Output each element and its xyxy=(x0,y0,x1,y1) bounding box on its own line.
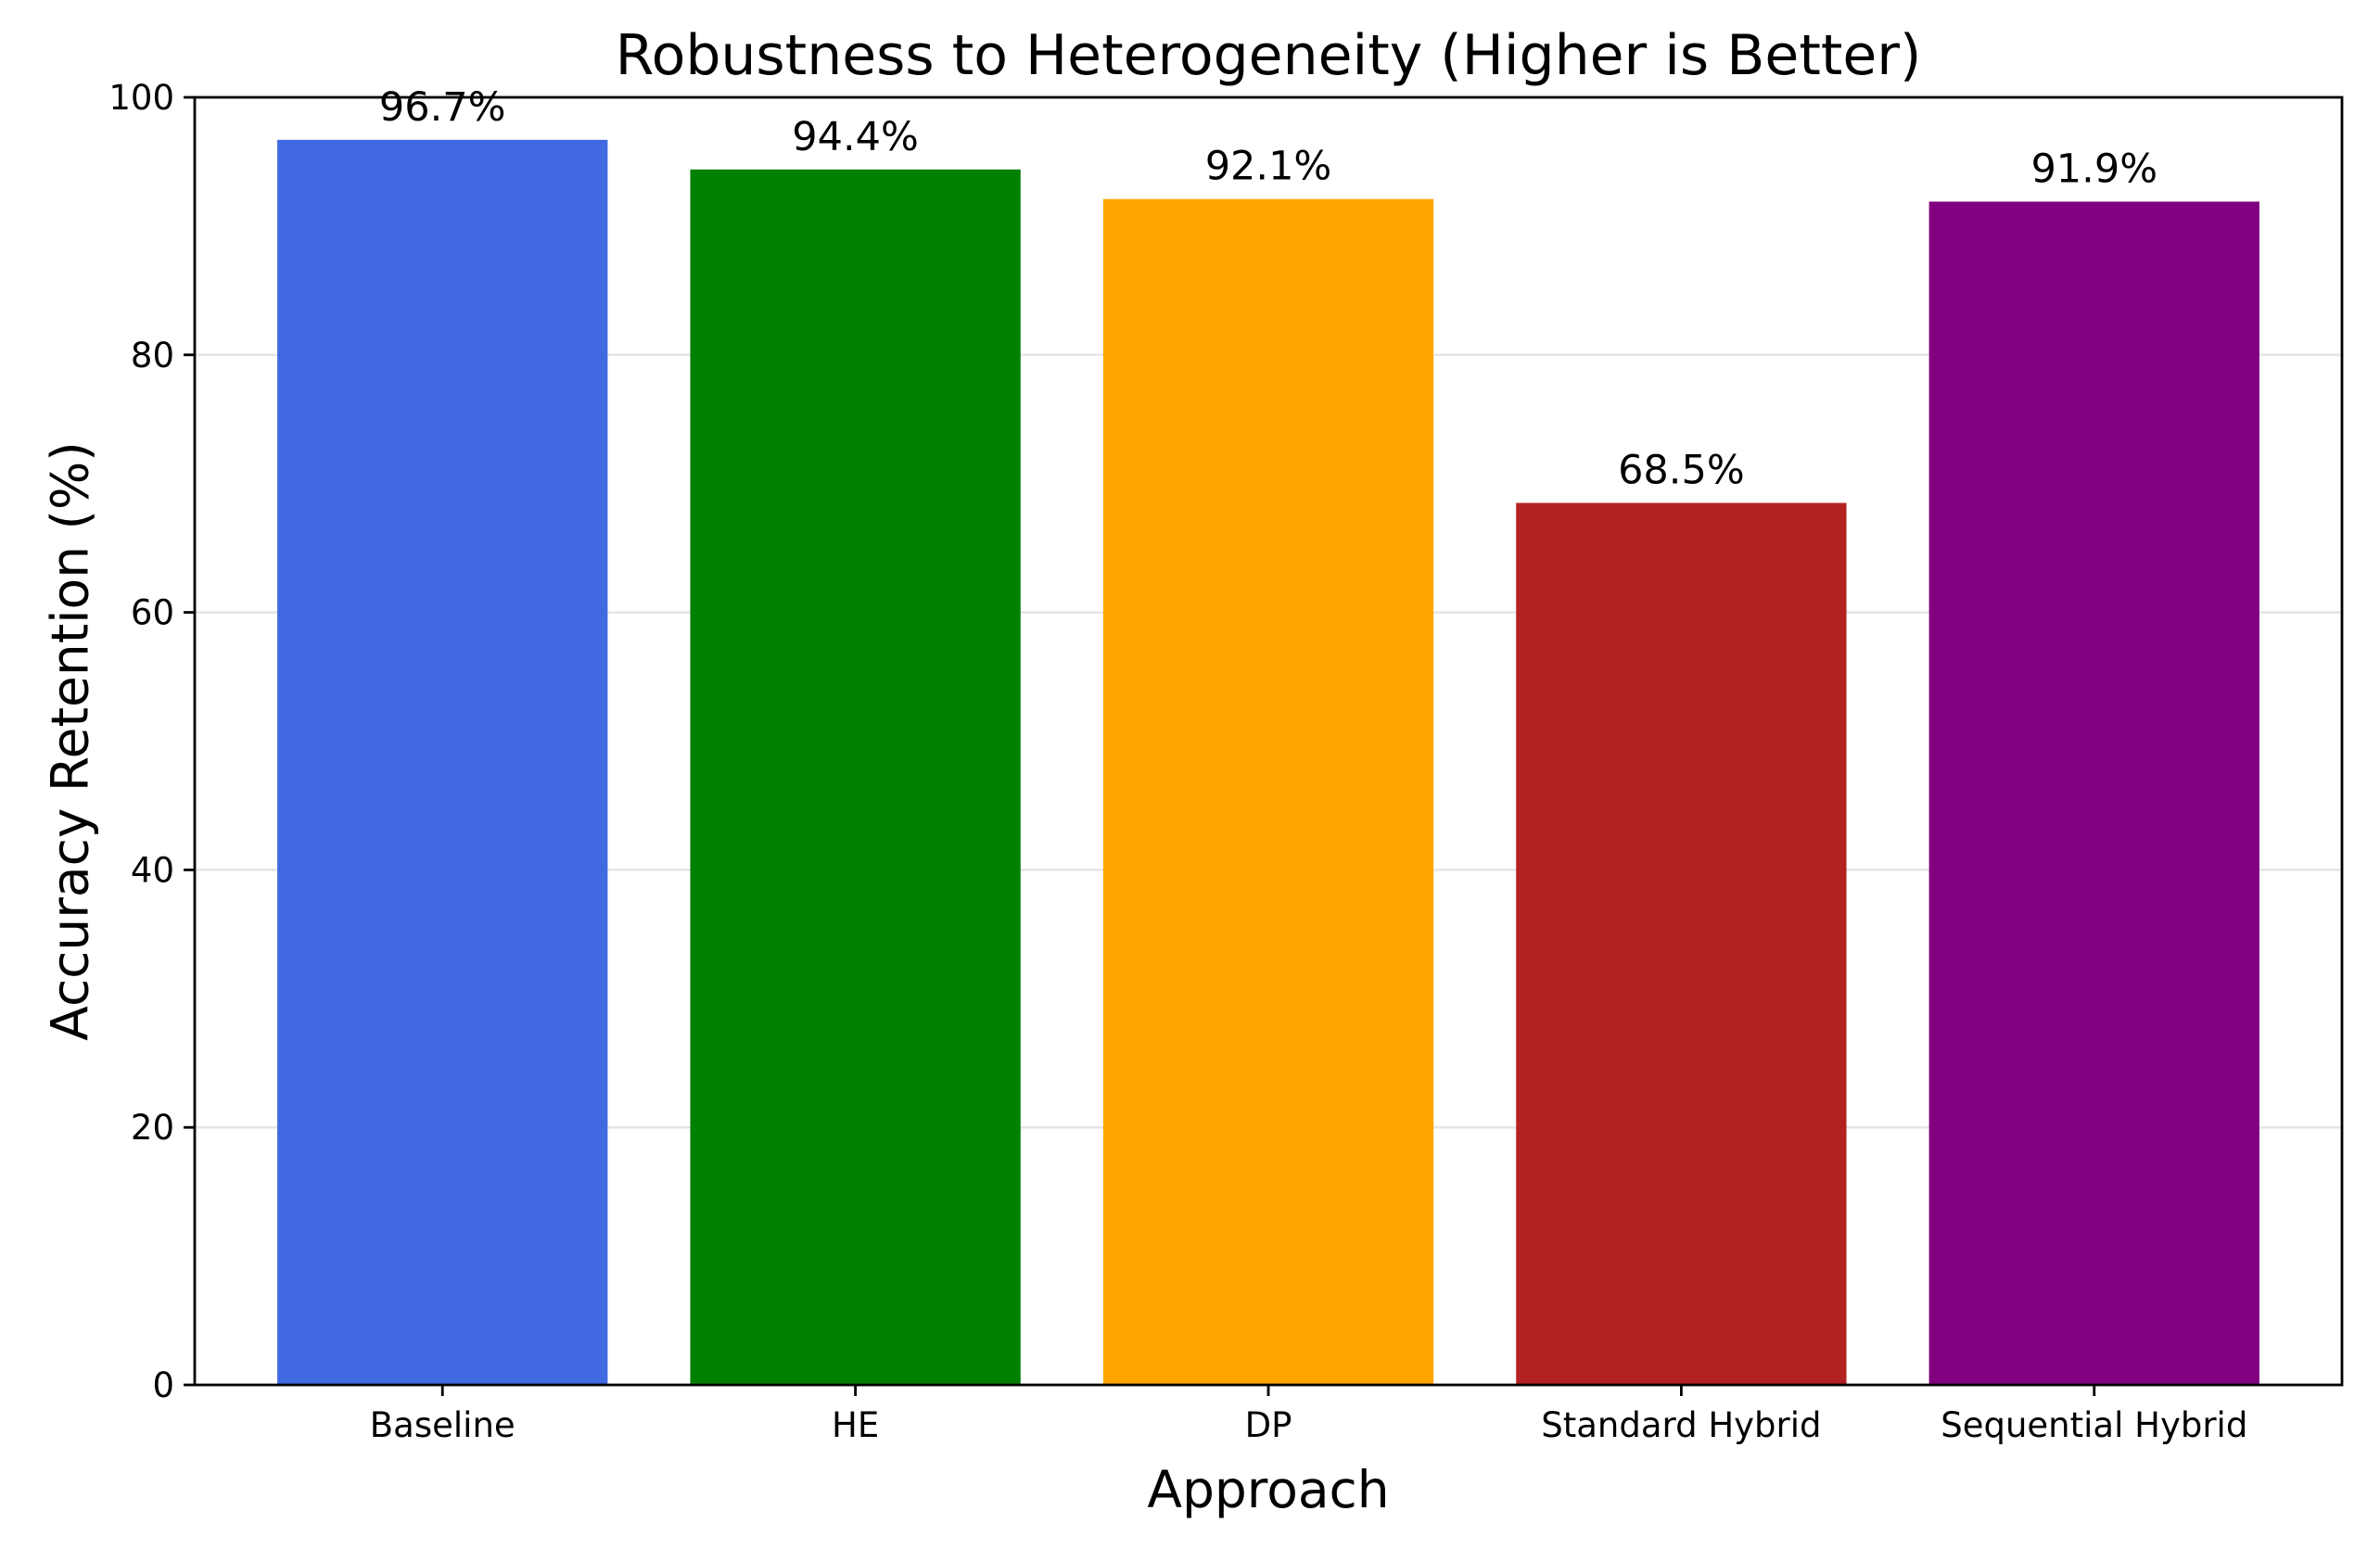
y-tick-label: 100 xyxy=(108,78,174,118)
bar-baseline xyxy=(277,139,608,1385)
bar-value-label: 92.1% xyxy=(1205,144,1332,190)
bar-value-label: 91.9% xyxy=(2030,146,2157,193)
x-tick-label: HE xyxy=(832,1405,879,1445)
bar-standard-hybrid xyxy=(1516,502,1847,1385)
data-labels: 96.7% 94.4% 92.1% 68.5% 91.9% xyxy=(379,84,2157,494)
bar-he xyxy=(690,169,1021,1386)
bar-value-label: 94.4% xyxy=(792,114,919,160)
ticks: 0 20 40 60 80 100 Baseline HE DP Standard Hybrid S… xyxy=(108,78,2247,1445)
x-tick-label: Sequential Hybrid xyxy=(1941,1405,2247,1445)
bar-value-label: 68.5% xyxy=(1618,448,1745,494)
y-tick-label: 20 xyxy=(131,1108,174,1148)
y-tick-label: 60 xyxy=(131,593,174,633)
y-tick-label: 0 xyxy=(152,1365,174,1405)
x-tick-label: DP xyxy=(1245,1405,1292,1445)
x-tick-label: Baseline xyxy=(370,1405,515,1445)
bars xyxy=(277,139,2259,1386)
bar-sequential-hybrid xyxy=(1928,201,2259,1385)
y-axis-label: Accuracy Retention (%) xyxy=(40,441,99,1040)
chart-title: Robustness to Heterogeneity (Higher is B… xyxy=(616,23,1922,88)
y-tick-label: 80 xyxy=(131,336,174,375)
bar-value-label: 96.7% xyxy=(379,84,506,131)
x-axis-label: Approach xyxy=(1147,1460,1389,1519)
x-tick-label: Standard Hybrid xyxy=(1541,1405,1821,1445)
bar-dp xyxy=(1102,198,1434,1386)
y-tick-label: 40 xyxy=(131,850,174,890)
